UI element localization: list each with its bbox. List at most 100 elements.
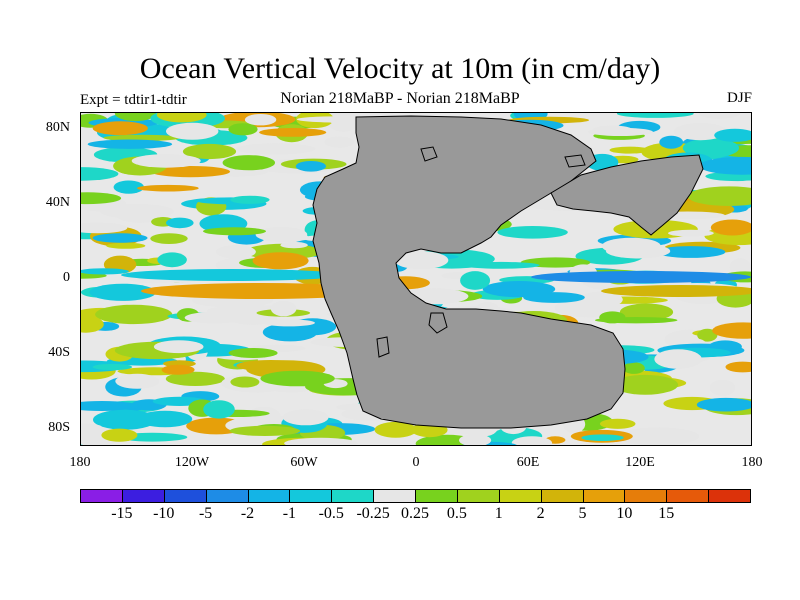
field-patch: [668, 229, 714, 237]
field-patch: [599, 311, 626, 324]
field-patch: [81, 423, 103, 431]
field-patch: [235, 143, 316, 155]
landmass: [312, 115, 704, 429]
field-patch: [592, 125, 633, 135]
colorbar-swatch: [582, 489, 626, 503]
field-patch: [230, 195, 270, 204]
field-patch: [92, 233, 148, 243]
field-patch: [114, 113, 157, 122]
field-patch: [95, 304, 173, 325]
field-patch: [259, 128, 327, 137]
colorbar-label: 1: [494, 505, 503, 522]
field-patch: [714, 128, 751, 142]
field-patch: [697, 328, 718, 342]
field-patch: [394, 251, 449, 270]
lat-label-40n: 40N: [45, 195, 70, 210]
field-patch: [81, 222, 128, 234]
field-patch: [184, 312, 245, 324]
colorbar: [80, 489, 751, 503]
field-patch: [654, 349, 702, 369]
field-patch: [137, 184, 199, 192]
island-1: [428, 312, 448, 334]
colorbar-label: 15: [658, 505, 675, 522]
field-patch: [103, 134, 181, 142]
colorbar-label: -5: [198, 505, 213, 522]
colorbar-label: -0.25: [356, 505, 390, 522]
field-patch: [282, 409, 329, 426]
field-patch: [462, 261, 540, 269]
colorbar-label: 5: [578, 505, 587, 522]
island-2: [376, 336, 390, 358]
colorbar-label: -0.5: [318, 505, 344, 522]
field-patch: [599, 418, 636, 429]
field-patch: [100, 204, 174, 219]
field-patch: [228, 348, 278, 358]
field-patch: [131, 154, 201, 168]
season-label: DJF: [726, 90, 752, 106]
colorbar-swatch: [205, 489, 249, 503]
field-patch: [101, 428, 138, 442]
colorbar-swatch: [247, 489, 291, 503]
field-patch: [113, 180, 144, 194]
field-patch: [459, 434, 492, 445]
colorbar-swatch: [289, 489, 333, 503]
field-patch: [280, 241, 308, 249]
colorbar-label: -1: [282, 505, 297, 522]
field-patch: [255, 226, 308, 243]
field-patch: [497, 226, 568, 239]
field-patch: [581, 434, 624, 442]
lon-label-120e: 120E: [625, 455, 655, 470]
field-patch: [659, 135, 684, 149]
lon-label-180e: 180: [741, 455, 763, 470]
field-patch: [150, 166, 230, 178]
equatorial-band: [121, 269, 341, 281]
lon-label-60e: 60E: [516, 455, 540, 470]
field-patch: [157, 252, 187, 268]
period-label: Norian 218MaBP - Norian 218MaBP: [280, 90, 520, 107]
colorbar-label: -2: [240, 505, 255, 522]
field-patch: [687, 186, 751, 206]
field-patch: [252, 252, 309, 270]
field-patch: [511, 436, 553, 445]
field-patch: [682, 138, 740, 158]
field-patch: [712, 322, 751, 339]
field-patch: [161, 364, 195, 375]
lat-label-80n: 80N: [45, 120, 70, 135]
field-patch: [523, 292, 585, 303]
map-panel: [80, 112, 752, 446]
field-patch: [609, 146, 650, 154]
lon-label-0: 0: [412, 455, 420, 470]
field-patch: [182, 143, 237, 160]
colorbar-swatch: [624, 489, 668, 503]
field-patch: [153, 340, 204, 354]
field-patch: [601, 237, 661, 255]
field-patch: [228, 123, 258, 136]
field-patch: [106, 242, 146, 249]
colorbar-swatch: [121, 489, 165, 503]
field-patch: [612, 374, 679, 395]
lat-label-80s: 80S: [48, 420, 70, 435]
field-patch: [295, 161, 326, 172]
colorbar-label: -15: [111, 505, 133, 522]
colorbar-swatch: [708, 489, 751, 503]
field-patch: [165, 371, 225, 386]
colorbar-swatch: [540, 489, 584, 503]
field-patch: [270, 300, 297, 317]
field-patch: [93, 409, 157, 430]
lon-label-60w: 60W: [290, 455, 318, 470]
field-patch: [619, 303, 674, 321]
field-patch: [244, 114, 277, 126]
field-patch: [166, 217, 194, 229]
field-patch: [709, 379, 736, 396]
equatorial-band: [531, 271, 751, 283]
field-patch: [92, 121, 148, 136]
colorbar-swatch: [80, 489, 123, 503]
field-patch: [623, 362, 645, 374]
equatorial-band: [141, 283, 381, 299]
colorbar-swatch: [456, 489, 500, 503]
field-patch: [81, 167, 119, 181]
field-patch: [236, 360, 306, 372]
field-patch: [150, 233, 188, 244]
eastern-peninsula: [550, 154, 704, 236]
colorbar-swatch: [498, 489, 542, 503]
